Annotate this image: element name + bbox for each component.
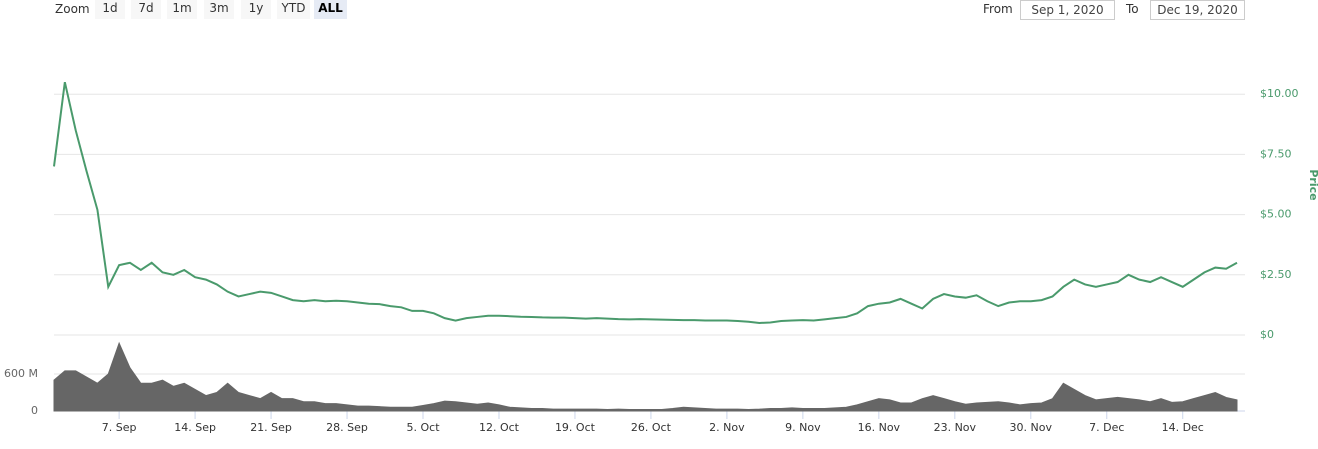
y-tick-label: $7.50: [1260, 147, 1292, 160]
y2-tick-label: 0: [31, 404, 38, 417]
y-tick-label: $10.00: [1260, 87, 1299, 100]
zoom-button[interactable]: 7d: [131, 0, 161, 19]
zoom-button[interactable]: 1d: [95, 0, 125, 19]
x-tick-label: 23. Nov: [934, 421, 977, 434]
zoom-button[interactable]: YTD: [277, 0, 310, 19]
y-tick-label: $0: [1260, 328, 1274, 341]
x-tick-label: 28. Sep: [326, 421, 368, 434]
x-tick-label: 21. Sep: [250, 421, 292, 434]
x-tick-label: 30. Nov: [1010, 421, 1053, 434]
price-line: [53, 81, 1238, 324]
x-tick-label: 2. Nov: [709, 421, 745, 434]
y-tick-label: $5.00: [1260, 208, 1292, 221]
zoom-label: Zoom: [55, 2, 90, 16]
x-tick-label: 9. Nov: [785, 421, 821, 434]
zoom-button[interactable]: 1m: [167, 0, 197, 19]
volume-area: [53, 341, 1238, 412]
x-tick-label: 12. Oct: [479, 421, 520, 434]
zoom-button[interactable]: ALL: [314, 0, 347, 19]
zoom-button[interactable]: 1y: [241, 0, 271, 19]
to-input[interactable]: Dec 19, 2020: [1150, 0, 1245, 20]
x-tick-label: 14. Sep: [174, 421, 216, 434]
y-axis-title: Price: [1307, 169, 1318, 200]
x-tick-label: 16. Nov: [858, 421, 901, 434]
x-tick-label: 5. Oct: [407, 421, 441, 434]
from-label: From: [983, 2, 1013, 16]
x-tick-label: 7. Sep: [102, 421, 137, 434]
x-tick-label: 7. Dec: [1089, 421, 1124, 434]
x-tick-label: 26. Oct: [631, 421, 672, 434]
x-tick-label: 19. Oct: [555, 421, 596, 434]
from-input[interactable]: Sep 1, 2020: [1020, 0, 1115, 20]
zoom-button[interactable]: 3m: [204, 0, 234, 19]
to-label: To: [1126, 2, 1139, 16]
x-tick-label: 14. Dec: [1162, 421, 1204, 434]
y2-tick-label: 600 M: [4, 367, 38, 380]
y-tick-label: $2.50: [1260, 268, 1292, 281]
